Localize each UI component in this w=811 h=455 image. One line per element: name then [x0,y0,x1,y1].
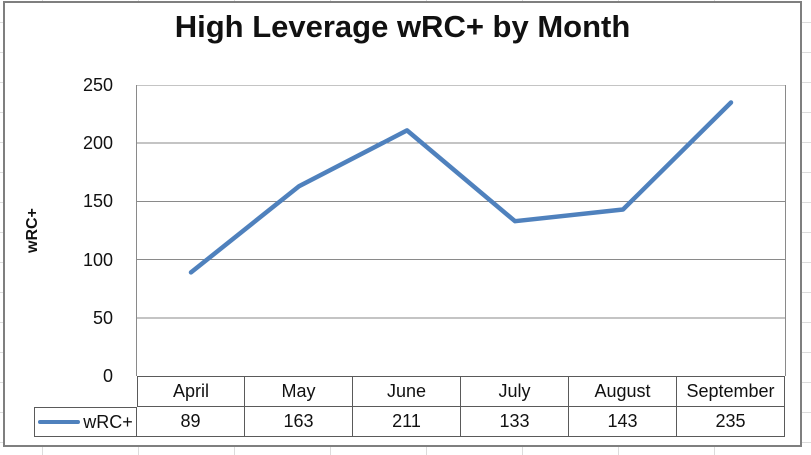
plot-area[interactable] [136,85,786,376]
value-cell: 143 [569,407,677,437]
chart-title[interactable]: High Leverage wRC+ by Month [174,9,631,44]
y-axis-tick-labels: 250 200 150 100 50 0 [5,75,127,386]
category-cell: May [245,376,353,407]
y-axis-tick: 150 [82,191,113,212]
data-table: April May June July August September wRC… [34,376,785,437]
legend-line-marker [38,420,81,424]
plot-svg [137,85,785,319]
y-axis-tick: 250 [82,75,113,95]
value-cell: 163 [245,407,353,437]
category-cell: September [677,376,785,407]
y-axis-tick: 0 [102,366,113,386]
y-axis-tick: 100 [82,249,113,270]
category-cell: August [569,376,677,407]
y-axis-tick: 200 [82,133,113,154]
value-cell: 211 [353,407,461,437]
table-spacer [34,376,137,407]
value-cell: 89 [137,407,245,437]
chart-area[interactable]: High Leverage wRC+ by Month wRC+ 250 200… [3,1,802,447]
legend-label: wRC+ [83,411,133,432]
category-cell: July [461,376,569,407]
legend-key[interactable]: wRC+ [34,407,137,437]
value-cell: 235 [677,407,785,437]
value-cell: 133 [461,407,569,437]
category-cell: June [353,376,461,407]
y-axis-tick: 50 [92,307,113,328]
category-cell: April [137,376,245,407]
